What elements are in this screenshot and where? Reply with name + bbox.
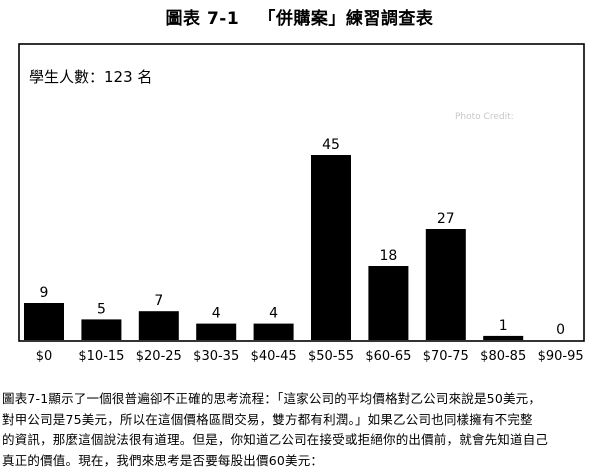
data-label-2: 7 [154,293,163,309]
data-label-6: 18 [379,248,397,264]
data-label-8: 1 [499,318,508,334]
data-label-3: 4 [212,306,221,322]
body-text-line: 圖表7-1顯示了一個很普遍卻不正確的思考流程：「這家公司的平均價格對乙公司來說是… [2,391,542,406]
bar-6 [368,266,409,340]
data-label-7: 27 [437,211,455,227]
data-label-9: 0 [556,322,565,338]
x-tick-label-0: $0 [36,349,53,364]
x-tick-label-4: $40-45 [251,349,297,364]
body-text-line: 真正的價值。現在，我們來思考是否要每股出價60美元： [2,452,324,468]
data-label-1: 5 [97,301,106,317]
student-count-label: 學生人數：123 名 [29,68,152,86]
x-tick-label-6: $60-65 [365,349,411,364]
body-text: 圖表7-1顯示了一個很普遍卻不正確的思考流程：「這家公司的平均價格對乙公司來說是… [2,389,596,471]
x-tick-label-8: $80-85 [480,349,526,364]
data-label-4: 4 [269,306,278,322]
x-tick-label-7: $70-75 [423,349,469,364]
x-tick-label-1: $10-15 [78,349,124,364]
bar-chart: 學生人數：123 名 9 $0 5 $10-15 7 $20-25 4 $30-35 4 $40-… [18,43,585,364]
x-tick-label-5: $50-55 [308,349,354,364]
bar-0 [24,303,64,340]
x-tick-label-2: $20-25 [136,349,182,364]
data-label-5: 45 [322,137,340,153]
body-text-line: 的資訊，那麼這個說法很有道理。但是，你知道乙公司在接受或拒絕你的出價前，就會先知… [2,432,549,447]
data-label-0: 9 [40,285,49,301]
chart-frame [18,43,585,342]
bar-1 [81,319,122,340]
bar-2 [138,311,179,340]
bar-7 [425,229,466,340]
x-tick-label-3: $30-35 [193,349,239,364]
bar-4 [253,323,294,340]
figure-title: 圖表 7-1 「併購案」練習調查表 [165,9,434,29]
watermark: Photo Credit: [455,112,514,122]
x-tick-label-9: $90-95 [538,349,584,364]
body-text-line: 對甲公司是75美元，所以在這個價格區間交易，雙方都有利潤。」如果乙公司也同樣擁有… [2,411,533,427]
bar-8 [483,335,524,340]
bar-3 [196,323,237,340]
bar-5 [311,155,351,340]
